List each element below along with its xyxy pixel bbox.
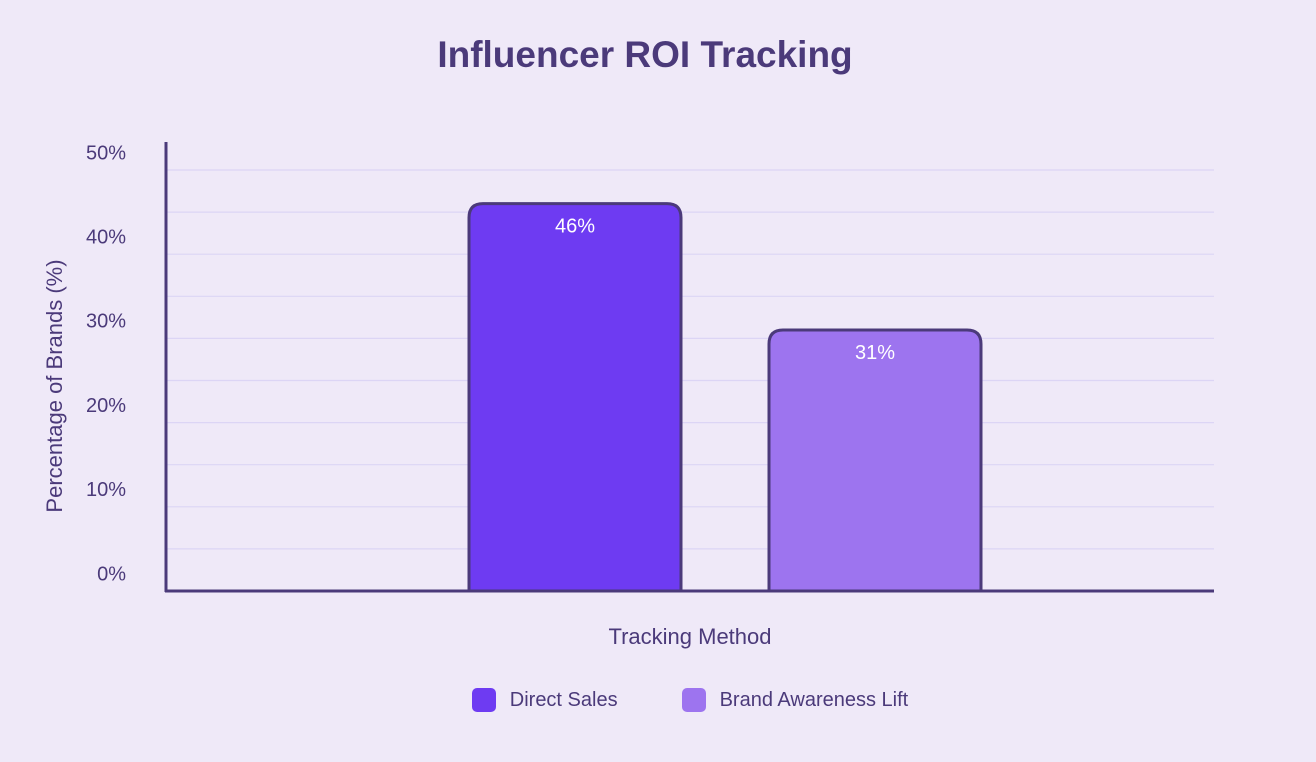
legend-label-brand-awareness-lift: Brand Awareness Lift xyxy=(719,688,909,711)
labels: 0% 10% 20% 30% 40% 50% Percentage of Brands (%… xyxy=(42,142,895,649)
axes xyxy=(164,142,1214,593)
y-tick-label: 50% xyxy=(86,142,126,164)
legend-item-brand-awareness-lift[interactable]: Brand Awareness Lift xyxy=(681,688,909,712)
bar-direct-sales[interactable] xyxy=(467,202,683,593)
legend-swatch-direct-sales xyxy=(471,688,496,712)
legend-item-direct-sales[interactable]: Direct Sales xyxy=(471,688,618,712)
grid-lines xyxy=(166,169,1214,550)
legend-label-direct-sales: Direct Sales xyxy=(509,688,618,711)
legend-swatch-brand-awareness-lift xyxy=(681,688,706,712)
chart-title: Influencer ROI Tracking xyxy=(437,34,853,75)
y-tick-label: 10% xyxy=(86,479,126,501)
bar-value-label: 31% xyxy=(855,342,895,364)
y-tick-label: 40% xyxy=(86,226,126,248)
y-tick-label: 0% xyxy=(97,563,126,585)
y-axis-label: Percentage of Brands (%) xyxy=(42,259,67,512)
bar-brand-awareness-lift[interactable] xyxy=(767,328,983,593)
y-tick-label: 30% xyxy=(86,311,126,333)
bar-value-label: 46% xyxy=(555,216,595,238)
x-axis-label: Tracking Method xyxy=(608,624,771,649)
bars xyxy=(467,202,983,593)
y-tick-label: 20% xyxy=(86,395,126,417)
legend: Direct Sales Brand Awareness Lift xyxy=(0,688,1316,712)
